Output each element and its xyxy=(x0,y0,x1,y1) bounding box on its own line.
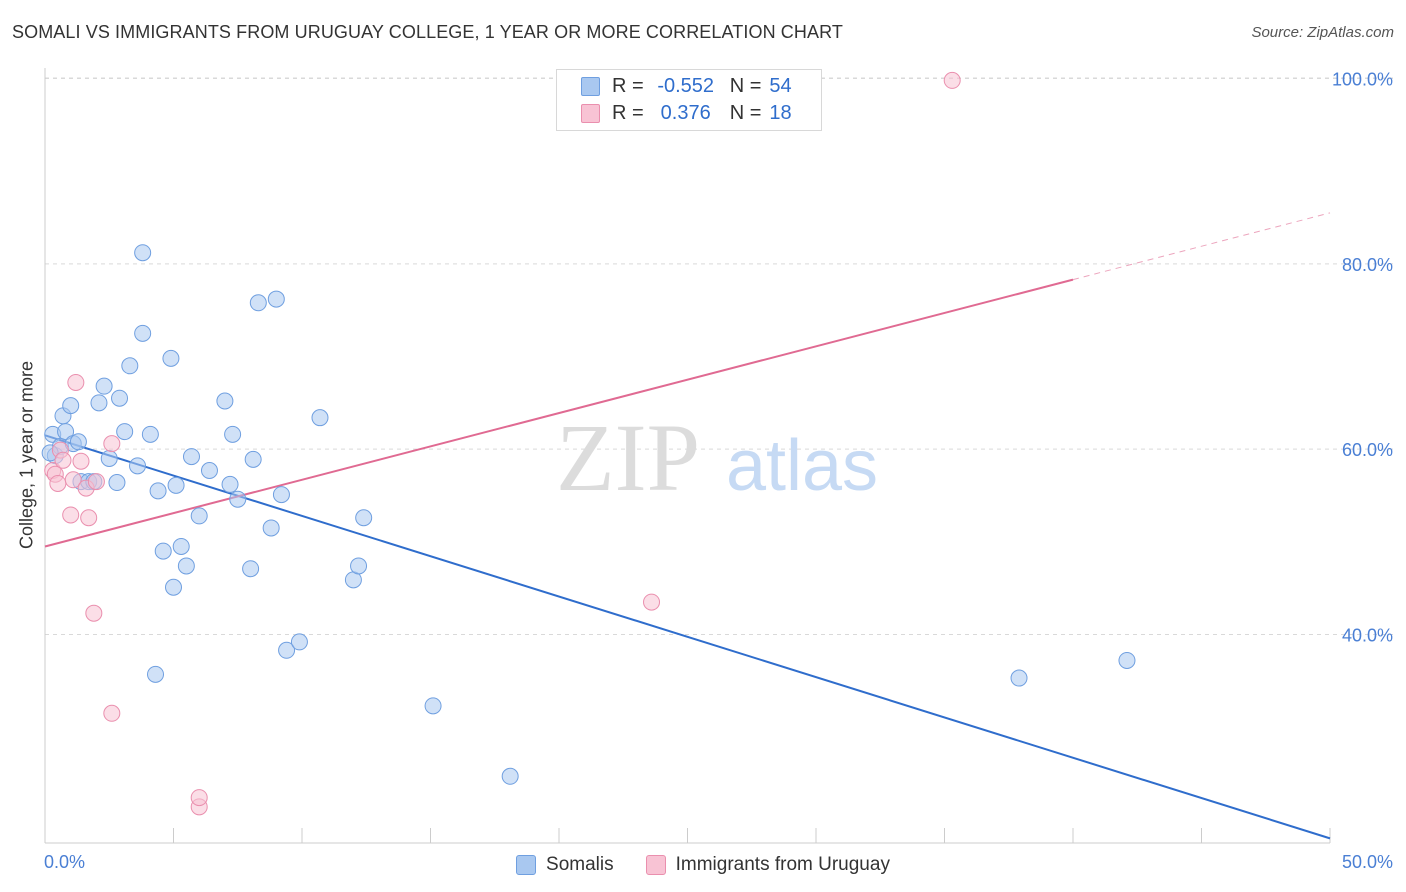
y-tick-label: 60.0% xyxy=(1342,440,1393,460)
uruguay-point xyxy=(943,71,961,89)
somali-point xyxy=(167,476,185,494)
r-label: R = xyxy=(612,74,644,97)
somali-point xyxy=(224,425,242,443)
somali-point xyxy=(190,507,208,525)
somali-point xyxy=(62,397,80,415)
somali-point xyxy=(134,324,152,342)
somali-point xyxy=(350,557,368,575)
somali-point xyxy=(1118,651,1136,669)
series-legend: Somalis Immigrants from Uruguay xyxy=(0,851,1406,879)
uruguay-point xyxy=(80,509,98,527)
somali-point xyxy=(1010,669,1028,687)
uruguay-point xyxy=(72,452,90,470)
n-label: N = xyxy=(729,74,762,97)
somali-point xyxy=(129,457,147,475)
uruguay-point xyxy=(190,789,208,807)
somali-point xyxy=(355,509,373,527)
somali-point xyxy=(57,423,75,441)
somali-point xyxy=(221,475,239,493)
somali-point xyxy=(121,357,139,375)
somali-point xyxy=(141,425,159,443)
y-tick-label: 40.0% xyxy=(1342,626,1393,646)
data-points xyxy=(41,71,1136,816)
gridlines xyxy=(45,77,1395,636)
watermark: ZIP atlas xyxy=(556,404,878,511)
somali-point xyxy=(100,449,118,467)
n-label: N = xyxy=(729,101,762,124)
uruguay-legend-swatch xyxy=(645,855,666,875)
uruguay-swatch xyxy=(581,103,600,123)
stats-row-uruguay: R = 0.376 N = 18 xyxy=(581,100,792,126)
somali-point xyxy=(216,392,234,410)
somali-point xyxy=(290,633,308,651)
somali-point xyxy=(244,450,262,468)
somali-point xyxy=(69,433,87,451)
uruguay-point xyxy=(643,593,661,611)
uruguay-point xyxy=(103,435,121,453)
somali-point xyxy=(262,519,280,537)
somali-point xyxy=(108,474,126,492)
legend-item-somalis[interactable]: Somalis xyxy=(516,854,614,876)
somali-point xyxy=(272,486,290,504)
somali-point xyxy=(200,461,218,479)
somali-point xyxy=(162,349,180,367)
somali-point xyxy=(229,490,247,508)
r-value: 0.376 xyxy=(660,101,711,124)
legend-item-uruguay[interactable]: Immigrants from Uruguay xyxy=(645,854,890,876)
somali-point xyxy=(424,697,442,715)
y-tick-label: 100.0% xyxy=(1332,70,1393,90)
somali-point xyxy=(278,641,296,659)
uruguay-point xyxy=(67,373,85,391)
somali-point xyxy=(149,482,167,500)
somali-point xyxy=(501,767,519,785)
somali-point xyxy=(147,665,165,683)
r-value: -0.552 xyxy=(657,74,715,97)
trend-line-extension-1 xyxy=(1072,212,1331,281)
somali-point xyxy=(177,557,195,575)
legend-label-somalis: Somalis xyxy=(546,854,614,875)
somalis-swatch xyxy=(581,76,600,96)
uruguay-point xyxy=(103,704,121,722)
somali-point xyxy=(165,578,182,596)
uruguay-point xyxy=(87,473,105,491)
trend-line-1 xyxy=(44,278,1074,548)
somali-point xyxy=(111,389,129,407)
uruguay-point xyxy=(64,471,82,489)
n-value: 18 xyxy=(769,101,792,124)
somali-point xyxy=(154,542,172,560)
uruguay-point xyxy=(62,506,80,524)
x-tick-label-max: 50.0% xyxy=(1341,852,1393,872)
x-tick-label-min: 0.0% xyxy=(44,852,86,872)
somali-point xyxy=(249,294,267,312)
somali-point xyxy=(311,409,329,427)
chart-title: SOMALI VS IMMIGRANTS FROM URUGUAY COLLEG… xyxy=(12,22,843,42)
somali-point xyxy=(116,423,134,441)
uruguay-point xyxy=(49,474,67,492)
somali-point xyxy=(242,560,260,578)
somali-point xyxy=(267,290,285,308)
uruguay-point xyxy=(85,604,103,622)
n-value: 54 xyxy=(769,74,792,97)
stats-row-somalis: R = -0.552 N = 54 xyxy=(581,73,792,99)
somalis-legend-swatch xyxy=(516,855,537,875)
y-tick-labels: 40.0% 60.0% 80.0% 100.0% xyxy=(1332,70,1393,646)
somali-point xyxy=(90,394,108,412)
stats-legend: R = -0.552 N = 54 R = 0.376 N = 18 xyxy=(556,69,822,131)
trend-line-0 xyxy=(44,434,1331,840)
legend-label-uruguay: Immigrants from Uruguay xyxy=(675,854,890,875)
watermark-atlas: atlas xyxy=(726,426,878,506)
somali-point xyxy=(172,537,190,555)
y-tick-label: 80.0% xyxy=(1342,255,1393,275)
watermark-zip: ZIP xyxy=(556,404,700,511)
uruguay-point xyxy=(54,451,72,469)
somali-point xyxy=(95,377,113,395)
r-label: R = xyxy=(612,101,644,124)
trend-lines xyxy=(44,212,1331,840)
somali-point xyxy=(182,448,200,466)
somali-point xyxy=(134,244,152,262)
source-note: Source: ZipAtlas.com xyxy=(1251,24,1394,41)
